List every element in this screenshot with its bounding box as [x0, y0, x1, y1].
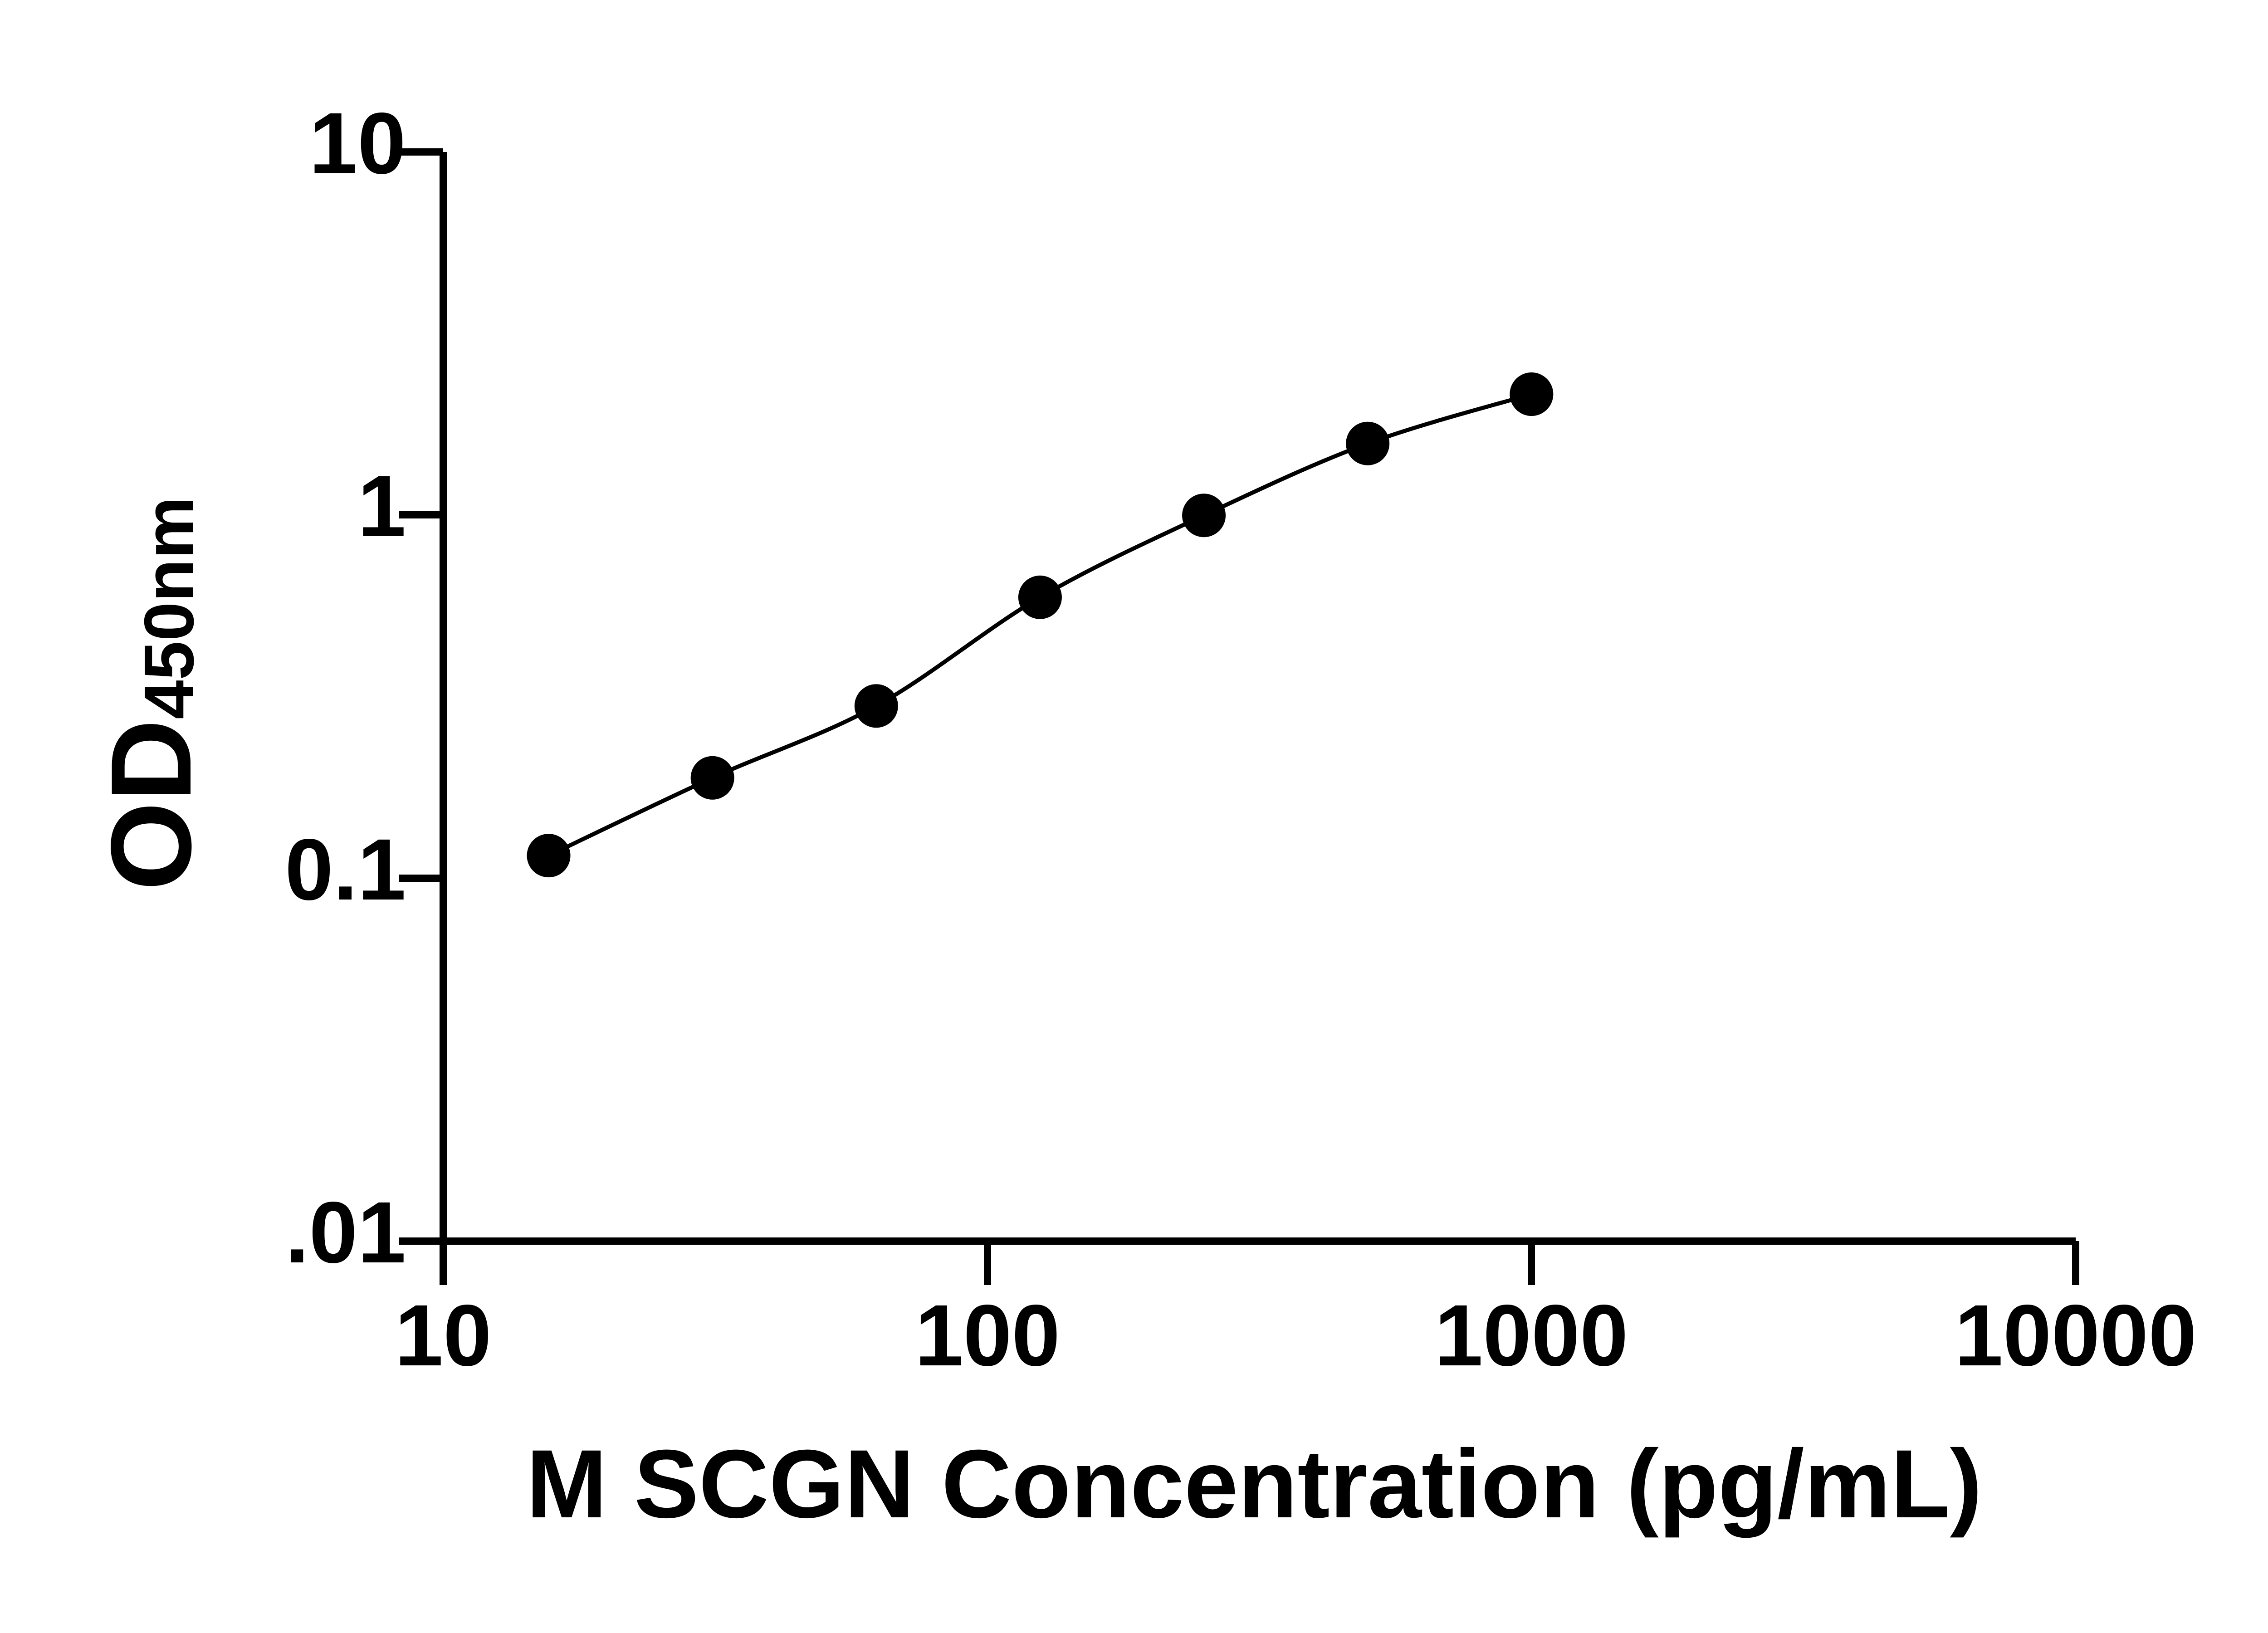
svg-text:M SCGN Concentration (pg/mL): M SCGN Concentration (pg/mL) [526, 1430, 1982, 1538]
svg-text:1: 1 [357, 457, 406, 555]
svg-text:.01: .01 [285, 1183, 406, 1281]
svg-text:1000: 1000 [1434, 1286, 1628, 1384]
svg-text:0.1: 0.1 [285, 821, 406, 918]
svg-text:OD450nm: OD450nm [88, 496, 215, 890]
svg-text:10: 10 [309, 94, 406, 192]
svg-text:100: 100 [915, 1286, 1060, 1384]
svg-text:10: 10 [395, 1286, 492, 1384]
svg-text:10000: 10000 [1955, 1286, 2197, 1384]
